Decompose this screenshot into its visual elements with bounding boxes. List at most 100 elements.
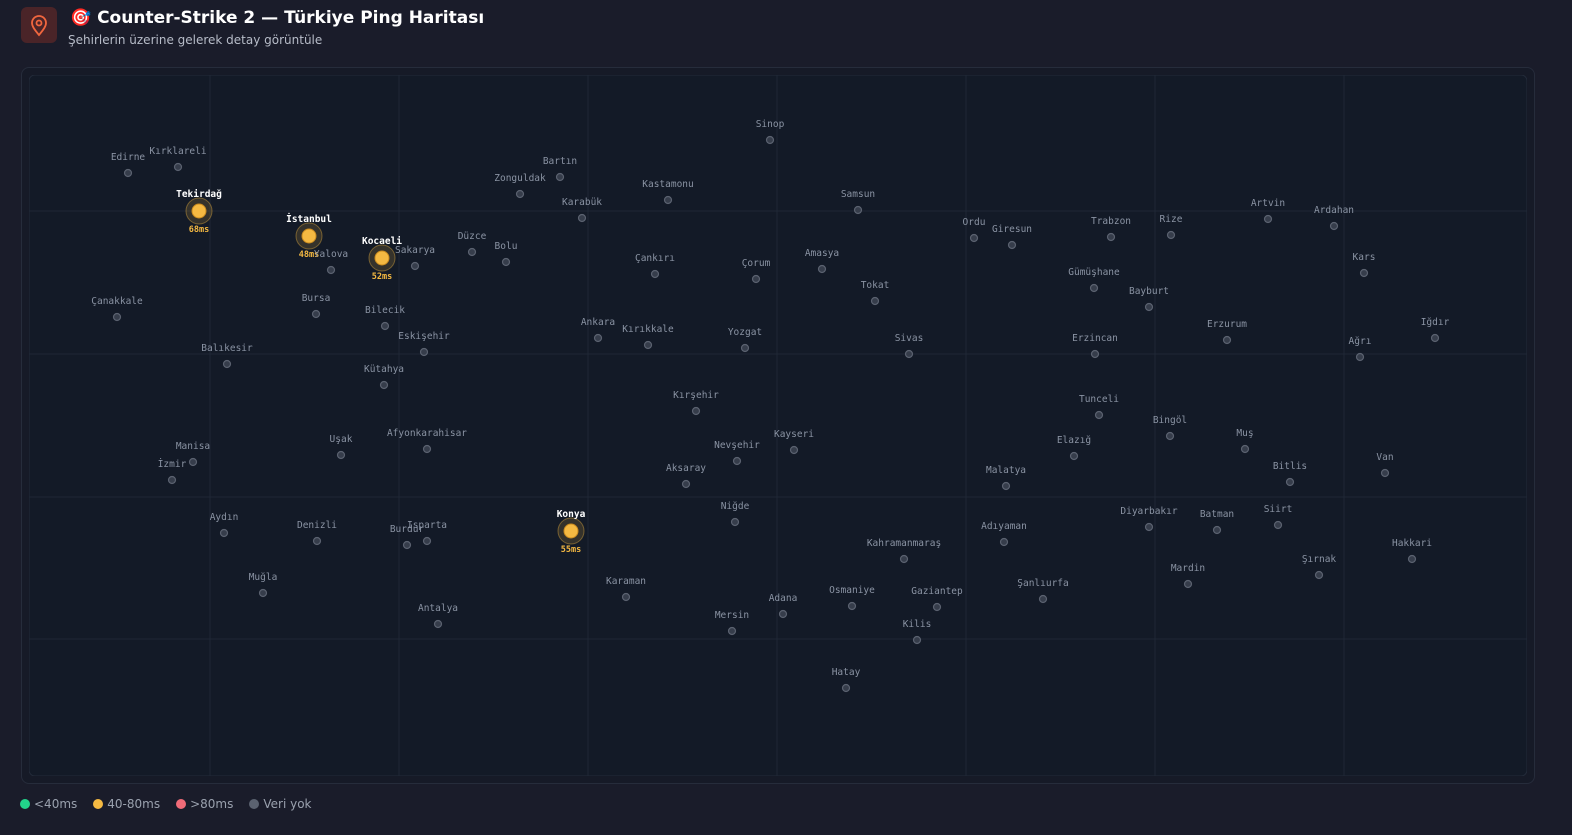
city-label: Şırnak bbox=[1302, 554, 1337, 565]
city-dot bbox=[112, 312, 122, 322]
city-dot bbox=[1359, 268, 1369, 278]
city-dot bbox=[817, 264, 827, 274]
city-label: Trabzon bbox=[1091, 216, 1131, 227]
city-dot bbox=[577, 213, 587, 223]
city-label: Gaziantep bbox=[911, 586, 963, 597]
city-dot bbox=[1090, 349, 1100, 359]
city-dot bbox=[691, 406, 701, 416]
city-label: Nevşehir bbox=[714, 440, 760, 451]
title: 🎯 Counter-Strike 2 — Türkiye Ping Harita… bbox=[70, 8, 485, 28]
city-label: Van bbox=[1376, 452, 1393, 463]
city-ping: 55ms bbox=[561, 545, 581, 555]
city-label: Mersin bbox=[715, 610, 749, 621]
city-label: Denizli bbox=[297, 520, 337, 531]
city-dot bbox=[969, 233, 979, 243]
city-dot bbox=[1263, 214, 1273, 224]
city-label: Iğdır bbox=[1421, 317, 1450, 328]
city-label: Afyonkarahisar bbox=[387, 428, 467, 439]
city-label: Samsun bbox=[841, 189, 875, 200]
city-dot bbox=[1314, 570, 1324, 580]
city-label: Bolu bbox=[495, 241, 518, 252]
city-label: Bingöl bbox=[1153, 415, 1187, 426]
city-dot bbox=[643, 340, 653, 350]
city-label: Giresun bbox=[992, 224, 1032, 235]
city-label: Rize bbox=[1160, 214, 1183, 225]
city-label: Manisa bbox=[176, 441, 210, 452]
city-label: Isparta bbox=[407, 520, 447, 531]
legend-item: 40-80ms bbox=[93, 797, 160, 811]
city-dot bbox=[650, 269, 660, 279]
city-dot bbox=[301, 228, 317, 244]
city-label: Siirt bbox=[1264, 504, 1293, 515]
app-icon bbox=[21, 7, 57, 43]
city-dot bbox=[1212, 525, 1222, 535]
city-dot bbox=[222, 359, 232, 369]
city-label: Sinop bbox=[756, 119, 785, 130]
city-label: Malatya bbox=[986, 465, 1026, 476]
city-dot bbox=[191, 203, 207, 219]
city-dot bbox=[422, 536, 432, 546]
legend-item: Veri yok bbox=[249, 797, 311, 811]
city-ping: 48ms bbox=[299, 250, 319, 260]
city-dot bbox=[1007, 240, 1017, 250]
city-dot bbox=[870, 296, 880, 306]
city-label: Kayseri bbox=[774, 429, 814, 440]
city-dot bbox=[515, 189, 525, 199]
city-dot bbox=[740, 343, 750, 353]
city-label: Balıkesir bbox=[201, 343, 253, 354]
city-dot bbox=[1222, 335, 1232, 345]
city-label: Kütahya bbox=[364, 364, 404, 375]
city-dot bbox=[1380, 468, 1390, 478]
city-dot bbox=[1038, 594, 1048, 604]
city-label: Çorum bbox=[742, 258, 771, 269]
city-dot bbox=[789, 445, 799, 455]
city-dot bbox=[433, 619, 443, 629]
city-label: Artvin bbox=[1251, 198, 1285, 209]
city-label: Batman bbox=[1200, 509, 1234, 520]
city-label: Kırklareli bbox=[149, 146, 206, 157]
city-label: Adıyaman bbox=[981, 521, 1027, 532]
city-label: Zonguldak bbox=[494, 173, 546, 184]
city-label: Çankırı bbox=[635, 253, 675, 264]
city-label: Hatay bbox=[832, 667, 861, 678]
city-dot bbox=[326, 265, 336, 275]
city-dot bbox=[1144, 302, 1154, 312]
city-label: Gümüşhane bbox=[1068, 267, 1120, 278]
city-label: Uşak bbox=[330, 434, 353, 445]
subtitle: Şehirlerin üzerine gelerek detay görüntü… bbox=[68, 33, 323, 47]
city-dot bbox=[336, 450, 346, 460]
city-label: Ankara bbox=[581, 317, 615, 328]
city-dot bbox=[621, 592, 631, 602]
city-label: Çanakkale bbox=[91, 296, 143, 307]
city-label: Kilis bbox=[903, 619, 932, 630]
city-dot bbox=[681, 479, 691, 489]
city-label: Muş bbox=[1236, 428, 1253, 439]
city-label: Kırıkkale bbox=[622, 324, 674, 335]
city-dot bbox=[379, 380, 389, 390]
city-dot bbox=[422, 444, 432, 454]
city-dot bbox=[1329, 221, 1339, 231]
city-dot bbox=[1069, 451, 1079, 461]
city-label: Karaman bbox=[606, 576, 646, 587]
city-dot bbox=[1273, 520, 1283, 530]
city-label: Eskişehir bbox=[398, 331, 450, 342]
city-dot bbox=[1094, 410, 1104, 420]
city-label: Tekirdağ bbox=[176, 189, 222, 200]
city-label: Amasya bbox=[805, 248, 839, 259]
city-label: Bayburt bbox=[1129, 286, 1169, 297]
city-label: Aydın bbox=[210, 512, 239, 523]
city-label: Erzincan bbox=[1072, 333, 1118, 344]
city-dot bbox=[593, 333, 603, 343]
city-dot bbox=[932, 602, 942, 612]
city-dot bbox=[730, 517, 740, 527]
city-label: Aksaray bbox=[666, 463, 706, 474]
city-dot bbox=[1285, 477, 1295, 487]
city-dot bbox=[188, 457, 198, 467]
legend: <40ms 40-80ms >80ms Veri yok bbox=[20, 797, 311, 811]
city-label: Diyarbakır bbox=[1120, 506, 1177, 517]
city-dot bbox=[555, 172, 565, 182]
city-dot bbox=[847, 601, 857, 611]
city-dot bbox=[912, 635, 922, 645]
city-label: Niğde bbox=[721, 501, 750, 512]
city-label: Erzurum bbox=[1207, 319, 1247, 330]
